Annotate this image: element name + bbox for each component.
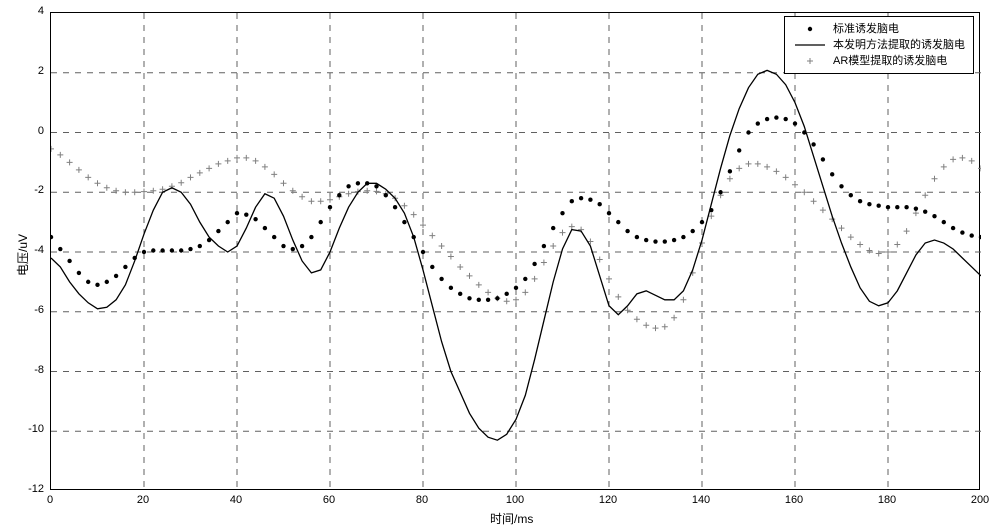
x-tick-label: 140: [692, 494, 710, 506]
x-tick-label: 120: [599, 494, 617, 506]
legend-label: AR模型提取的诱发脑电: [833, 53, 947, 69]
x-tick-label: 20: [137, 494, 149, 506]
legend-label: 标准诱发脑电: [833, 21, 899, 37]
y-tick-label: -2: [14, 184, 44, 196]
y-tick-label: -10: [14, 423, 44, 435]
x-tick-label: 0: [47, 494, 53, 506]
y-tick-label: 4: [14, 5, 44, 17]
x-tick-label: 80: [416, 494, 428, 506]
x-tick-label: 40: [230, 494, 242, 506]
legend-item: 标准诱发脑电: [793, 21, 965, 37]
y-tick-label: -4: [14, 244, 44, 256]
y-tick-label: -12: [14, 483, 44, 495]
x-tick-label: 200: [971, 494, 989, 506]
legend: 标准诱发脑电本发明方法提取的诱发脑电AR模型提取的诱发脑电: [784, 16, 974, 74]
x-tick-label: 180: [878, 494, 896, 506]
legend-swatch-dots: [793, 22, 827, 36]
x-tick-label: 160: [785, 494, 803, 506]
legend-swatch-plus: [793, 54, 827, 68]
plot-area: [50, 12, 980, 490]
x-tick-label: 100: [506, 494, 524, 506]
y-tick-label: -6: [14, 304, 44, 316]
legend-swatch-line: [793, 38, 827, 52]
y-tick-label: 2: [14, 65, 44, 77]
legend-label: 本发明方法提取的诱发脑电: [833, 37, 965, 53]
y-tick-label: -8: [14, 364, 44, 376]
figure: 电压/uV 时间/ms 标准诱发脑电本发明方法提取的诱发脑电AR模型提取的诱发脑…: [0, 0, 1000, 519]
y-tick-label: 0: [14, 125, 44, 137]
x-tick-label: 60: [323, 494, 335, 506]
legend-item: 本发明方法提取的诱发脑电: [793, 37, 965, 53]
legend-item: AR模型提取的诱发脑电: [793, 53, 965, 69]
